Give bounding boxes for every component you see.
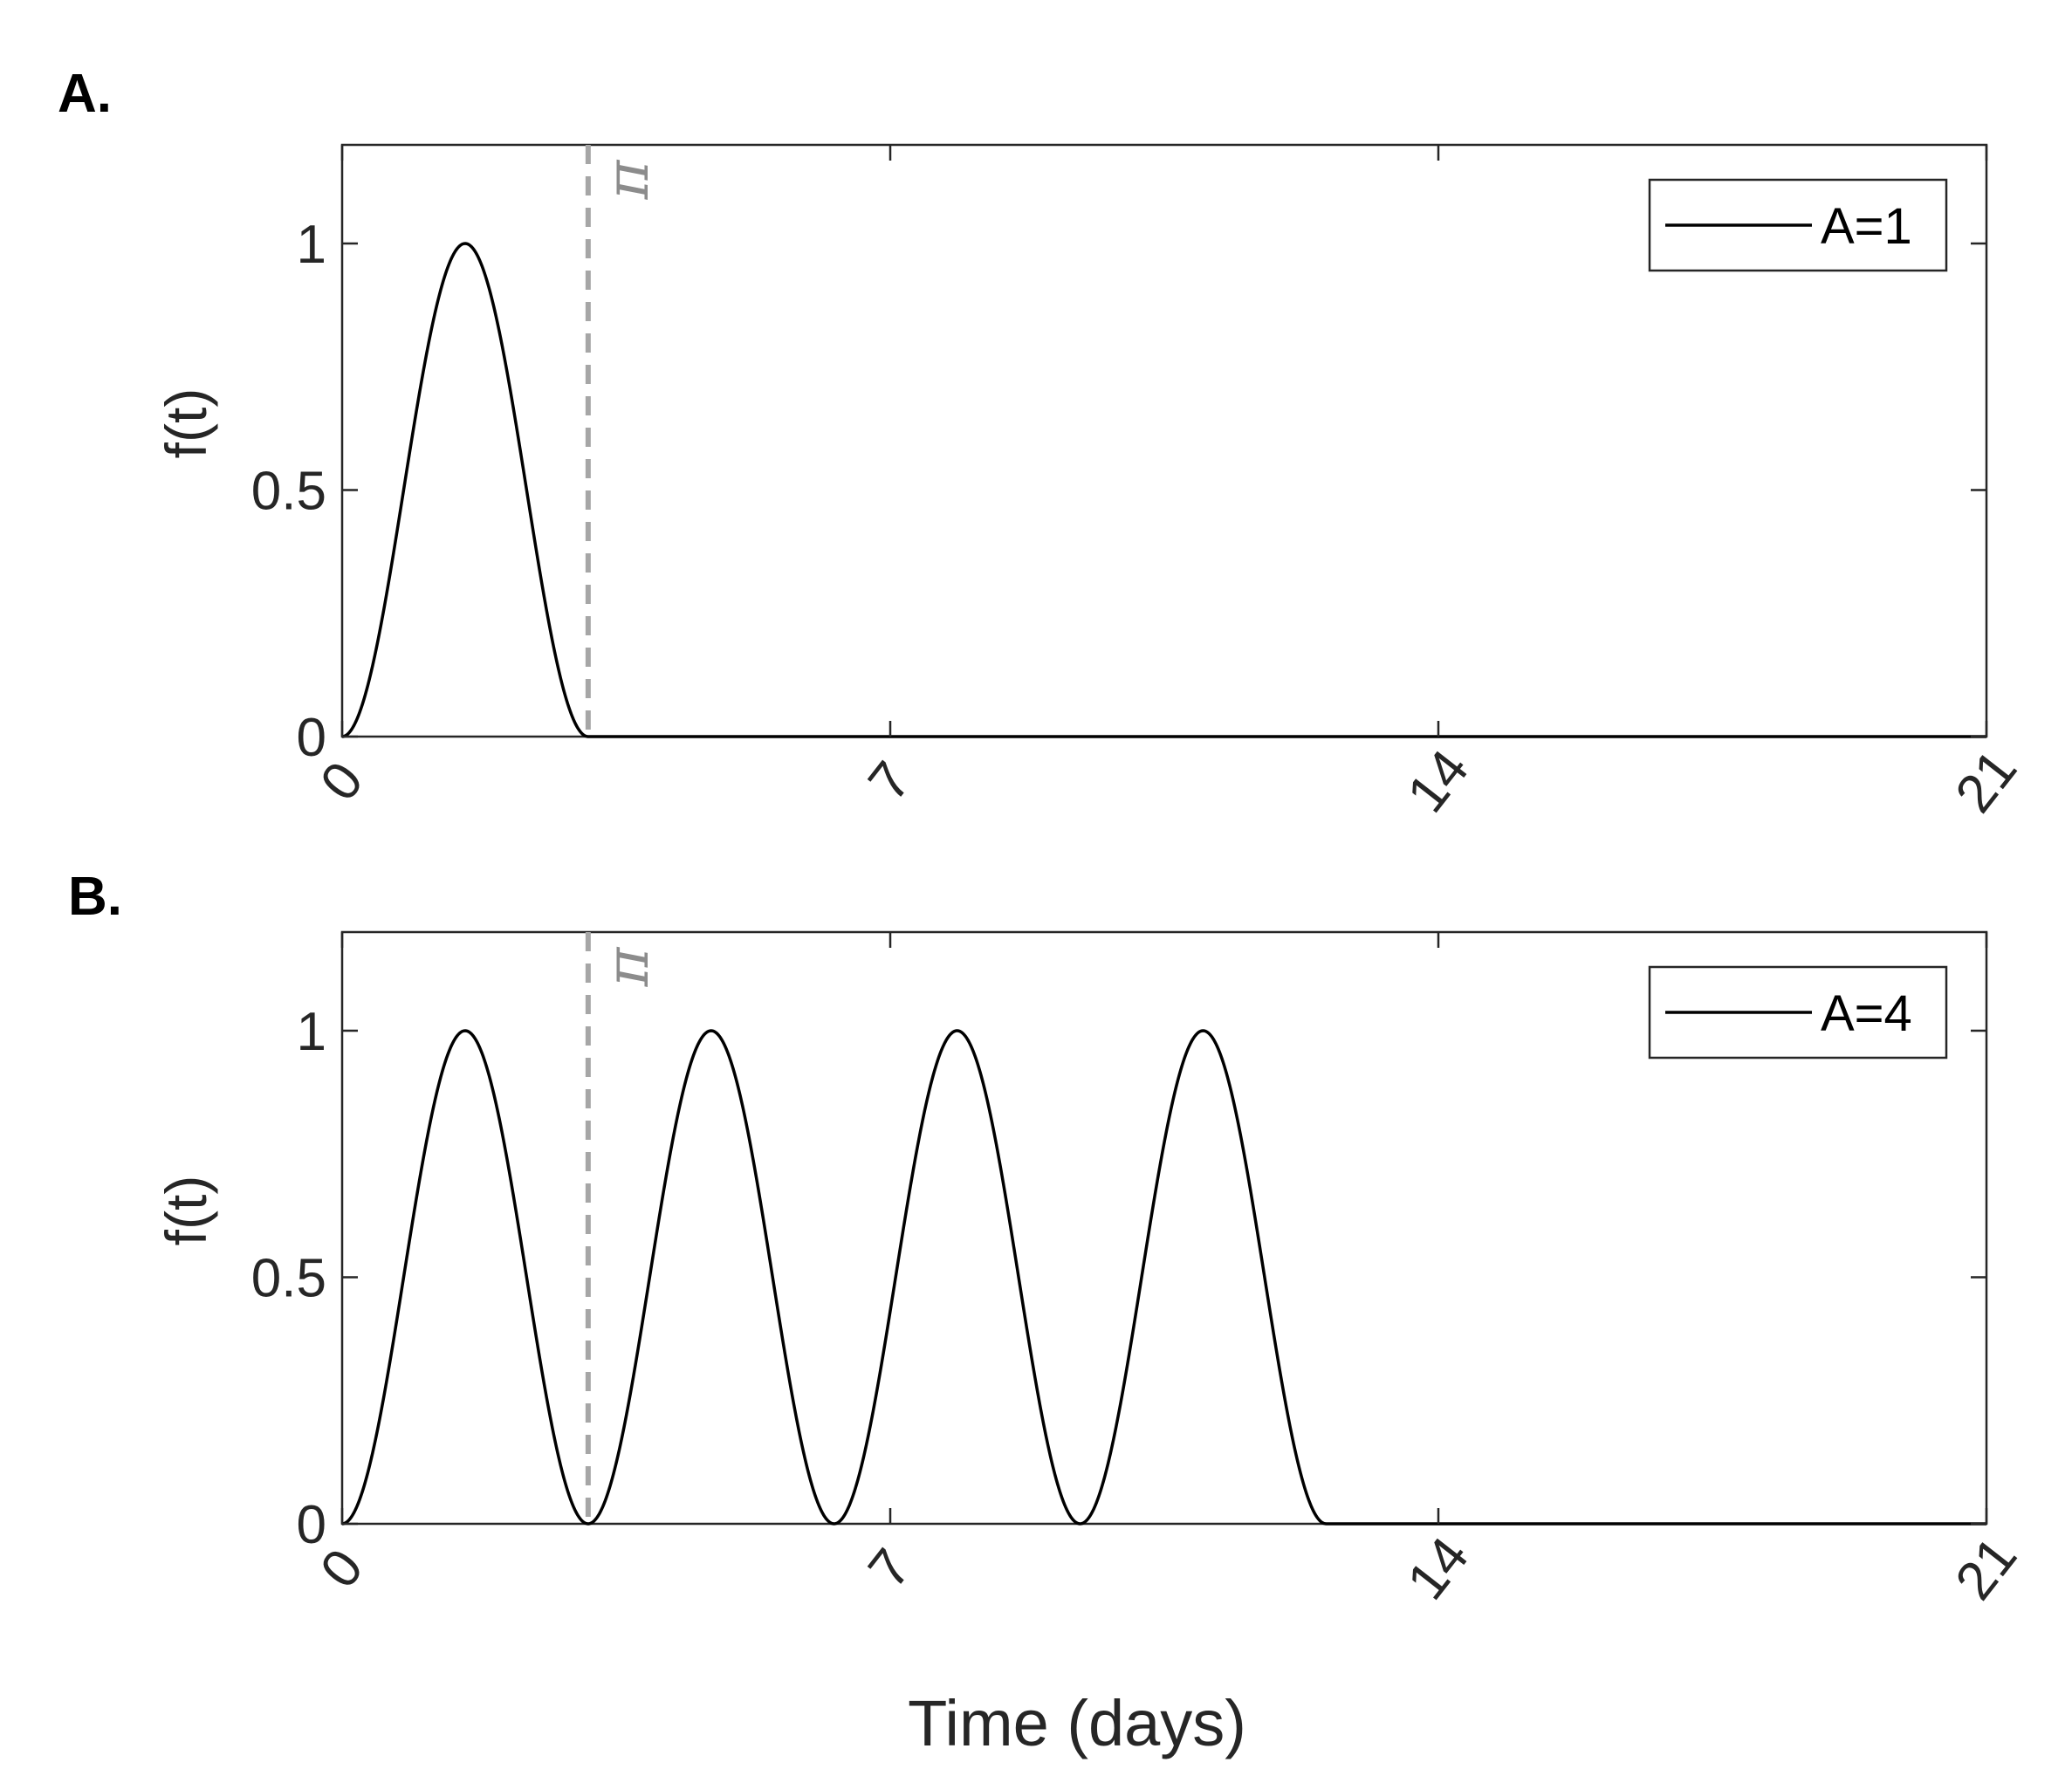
- legend: A=4: [1648, 965, 1948, 1060]
- series-line-a1: [341, 242, 1986, 738]
- y-axis-label: f(t): [154, 388, 218, 459]
- x-tick-label: 7: [857, 751, 923, 813]
- series-line-a4: [341, 1029, 1986, 1526]
- pi-label: π: [593, 946, 662, 987]
- legend: A=1: [1648, 178, 1948, 272]
- x-tick-label: 7: [857, 1539, 923, 1600]
- x-tick-label: 21: [1944, 1526, 2028, 1611]
- y-tick-label: 0.5: [251, 462, 326, 522]
- panel-a: A. π 0 7 14 21 0 0.5 1 f(t) A=1: [58, 64, 2028, 824]
- x-tick-label: 21: [1944, 739, 2028, 824]
- y-tick-label: 1: [297, 1002, 326, 1062]
- y-tick-label: 1: [297, 215, 326, 275]
- y-tick-label: 0: [297, 708, 326, 768]
- x-tick-label: 14: [1396, 1526, 1480, 1611]
- y-tick-labels: 0 0.5 1: [251, 1002, 326, 1555]
- legend-entry: A=4: [1821, 985, 1912, 1042]
- y-axis-label: f(t): [154, 1176, 218, 1246]
- pi-label: π: [593, 159, 662, 200]
- x-tick-label: 14: [1396, 739, 1480, 824]
- x-axis-label: Time (days): [908, 1687, 1246, 1759]
- x-tick-labels: 0 7 14 21: [309, 739, 2028, 824]
- panel-letter: B.: [68, 867, 122, 927]
- legend-entry: A=1: [1821, 198, 1912, 255]
- y-tick-label: 0.5: [251, 1249, 326, 1309]
- ticks: [340, 145, 1988, 738]
- y-tick-label: 0: [297, 1495, 326, 1555]
- y-tick-labels: 0 0.5 1: [251, 215, 326, 768]
- panel-letter: A.: [58, 64, 112, 124]
- x-tick-labels: 0 7 14 21: [309, 1526, 2028, 1611]
- ticks: [340, 932, 1988, 1526]
- panel-b: B. π 0 7 14 21 0 0.5 1 f(t) Time (days) …: [68, 867, 2028, 1759]
